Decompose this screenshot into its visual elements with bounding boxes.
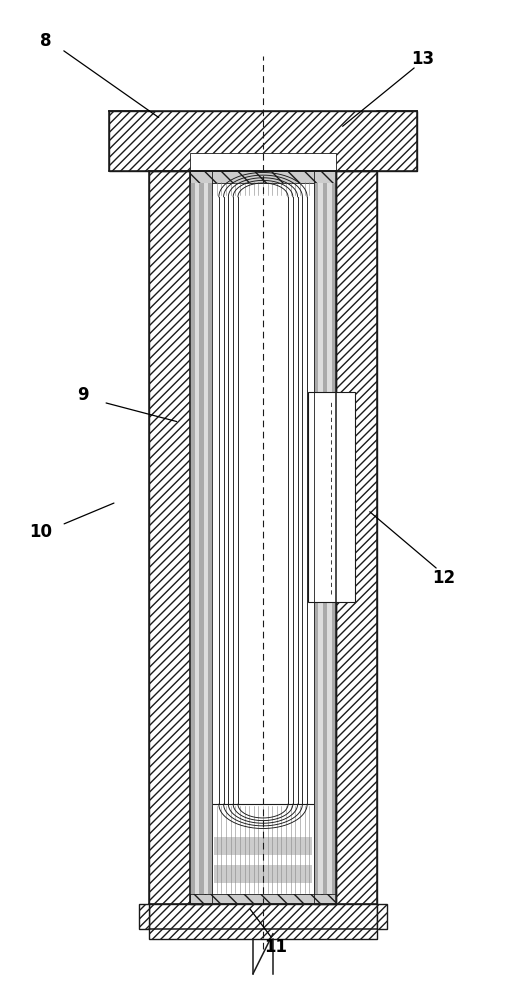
Bar [208,183,213,894]
Bar [190,894,336,904]
Bar [190,171,213,904]
Bar [190,894,336,904]
Text: 13: 13 [411,50,434,68]
Text: 8: 8 [40,32,52,50]
Bar [214,837,312,855]
Bar [313,171,336,904]
Bar [149,904,377,939]
Bar [195,183,199,894]
Bar [190,171,213,904]
Polygon shape [139,904,149,929]
Bar [318,183,322,894]
Bar [190,171,336,179]
Bar [149,171,190,904]
Bar [308,392,355,602]
Bar [214,865,312,883]
Bar [190,153,336,171]
Bar [149,904,377,939]
Bar [213,171,313,904]
Bar [313,183,318,894]
Bar [149,171,190,904]
Polygon shape [377,904,387,929]
Bar [190,171,336,183]
Bar [331,183,336,894]
Text: 9: 9 [77,386,88,404]
Bar [190,171,336,179]
Bar [313,171,336,904]
Bar [109,111,417,171]
Bar [199,183,204,894]
Bar [327,183,331,894]
Bar [336,171,377,904]
Bar [204,183,208,894]
Text: 10: 10 [29,523,52,541]
Bar [190,183,195,894]
Bar [109,111,417,171]
Text: 12: 12 [432,569,455,587]
Bar [190,171,336,183]
Text: 11: 11 [265,938,288,956]
Bar [336,171,377,904]
Bar [322,183,327,894]
